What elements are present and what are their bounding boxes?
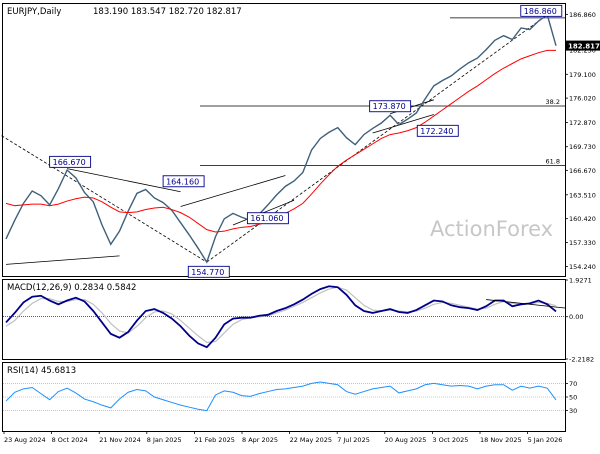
time-tick-label: 7 Jul 2025 xyxy=(337,436,370,444)
macd-title: MACD(12,26,9) 0.2834 0.5842 xyxy=(7,283,136,293)
time-tick-label: 5 Jan 2026 xyxy=(528,436,563,444)
current-price-label: 182.817 xyxy=(568,43,600,51)
fib-level-label: 38.2 xyxy=(546,98,560,106)
swing-annotation-label: 172.240 xyxy=(420,127,453,136)
rsi-y-tick-label: 50 xyxy=(569,394,577,402)
price-y-tick-label: 157.330 xyxy=(569,239,596,247)
time-tick-label: 8 Jan 2025 xyxy=(147,436,182,444)
macd-line xyxy=(5,285,557,349)
time-tick-label: 22 May 2025 xyxy=(290,436,332,444)
time-tick-label: 23 Aug 2024 xyxy=(4,436,46,444)
price-y-tick-label: 186.860 xyxy=(569,11,596,19)
price-y-tick-label: 172.870 xyxy=(569,119,596,127)
time-tick-label: 21 Feb 2025 xyxy=(194,436,234,444)
rsi-line xyxy=(5,381,557,412)
macd-y-tick-label: 1.9271 xyxy=(569,277,592,285)
trendline-dashed-down xyxy=(0,134,208,263)
macd-y-tick-label: 0.00 xyxy=(569,313,583,321)
swing-annotation-label: 186.860 xyxy=(524,7,557,16)
price-y-tick-label: 160.420 xyxy=(569,215,596,223)
price-y-tick-label: 176.020 xyxy=(569,95,596,103)
time-axis: 23 Aug 2024 8 Oct 2024 21 Nov 2024 8 Jan 20… xyxy=(3,431,563,444)
time-tick-label: 8 Oct 2024 xyxy=(52,436,88,444)
swing-annotation-box xyxy=(416,124,459,137)
watermark: ActionForex xyxy=(430,217,553,241)
swing-annotation-box xyxy=(187,265,230,278)
price-y-tick-label: 169.730 xyxy=(569,143,596,151)
time-tick-label: 8 Apr 2025 xyxy=(242,436,278,444)
swing-annotation-box xyxy=(49,155,92,168)
macd-trendline xyxy=(486,299,567,309)
swing-annotation-label: 173.870 xyxy=(373,102,406,111)
price-header-ohlc: 183.190 183.547 182.720 182.817 xyxy=(93,7,242,17)
price-y-tick-label: 163.510 xyxy=(569,191,596,199)
swing-annotation-box xyxy=(162,175,205,188)
price-y-tick-label: 182.230 xyxy=(569,47,596,55)
time-tick-label: 20 Aug 2025 xyxy=(385,436,427,444)
macd-panel: 1.9271 0.00 -2.2182 xyxy=(3,277,594,364)
time-tick-label: 18 Nov 2025 xyxy=(480,436,522,444)
price-line xyxy=(5,13,557,264)
price-y-tick-label: 179.100 xyxy=(569,71,596,79)
flag-lower-line xyxy=(372,114,434,134)
macd-y-tick-label: -2.2182 xyxy=(569,356,594,364)
macd-panel-frame xyxy=(2,279,566,360)
swing-annotation-box xyxy=(246,212,289,225)
swing-annotation-label: 166.670 xyxy=(53,158,86,167)
price-panel: 61.838.261.8186.860182.230179.100176.020… xyxy=(0,4,600,278)
time-tick-label: 21 Nov 2024 xyxy=(99,436,141,444)
channel-upper-line xyxy=(180,175,286,207)
wedge-upper-line xyxy=(67,168,181,193)
swing-annotation-label: 161.060 xyxy=(250,214,283,223)
swing-annotation-label: 154.770 xyxy=(191,268,224,277)
time-tick-label: 3 Oct 2025 xyxy=(432,436,468,444)
rsi-y-tick-label: 30 xyxy=(569,407,577,415)
swing-annotation-box xyxy=(369,100,412,113)
price-panel-frame xyxy=(2,3,566,277)
rsi-panel: 70 50 30 xyxy=(3,380,577,415)
wedge-lower-line xyxy=(5,255,120,265)
rsi-y-tick-label: 70 xyxy=(569,380,577,388)
current-price-badge xyxy=(566,40,600,51)
swing-annotation-box xyxy=(520,4,563,17)
price-header-symbol: EURJPY,Daily xyxy=(7,7,61,17)
price-y-tick-label: 154.240 xyxy=(569,263,596,271)
fib-level-label: 61.8 xyxy=(546,158,560,166)
macd-signal-line xyxy=(5,286,557,344)
swing-annotation-label: 164.160 xyxy=(166,177,199,186)
rsi-title: RSI(14) 45.6813 xyxy=(7,366,76,376)
price-y-tick-label: 166.670 xyxy=(569,167,596,175)
